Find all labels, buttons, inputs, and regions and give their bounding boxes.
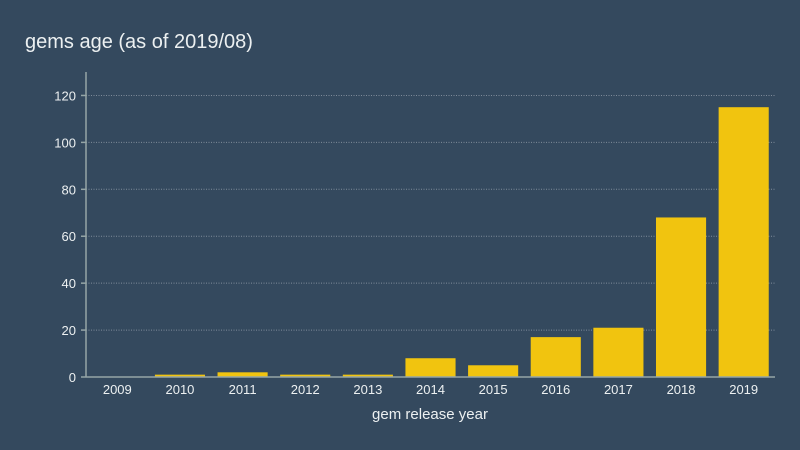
bar-2012 [280, 374, 331, 377]
bar-2011 [217, 372, 268, 377]
x-tick-label: 2014 [416, 382, 445, 397]
x-axis-label: gem release year [372, 406, 488, 423]
x-tick-labels: 2009 2010 2011 2012 2013 2014 2015 2016 2017 2018… [103, 382, 758, 397]
x-tick-label: 2011 [229, 382, 257, 397]
x-tick-label: 2016 [541, 382, 570, 397]
y-tick-label: 80 [62, 182, 76, 197]
y-tick-label: 0 [69, 370, 76, 385]
chart-title: gems age (as of 2019/08) [25, 31, 253, 53]
bar-2014 [405, 358, 456, 377]
x-tick-label: 2018 [667, 382, 696, 397]
x-tick-label: 2017 [604, 382, 633, 397]
bar-2017 [593, 327, 644, 377]
y-tick-label: 20 [62, 323, 76, 338]
y-tick-labels: 0 20 40 60 80 100 120 [54, 88, 86, 385]
x-tick-label: 2015 [479, 382, 508, 397]
y-tick-label: 40 [62, 276, 76, 291]
bar-2010 [154, 374, 206, 377]
bar-2016 [530, 337, 581, 377]
x-tick-label: 2012 [291, 382, 320, 397]
x-tick-label: 2013 [353, 382, 382, 397]
bars [154, 107, 769, 377]
bar-2015 [468, 365, 519, 377]
y-tick-label: 60 [62, 229, 76, 244]
x-tick-label: 2009 [103, 382, 132, 397]
bar-2013 [342, 374, 393, 377]
y-tick-label: 120 [54, 88, 76, 103]
x-tick-label: 2010 [165, 382, 194, 397]
x-tick-label: 2019 [729, 382, 758, 397]
bar-2018 [655, 217, 707, 377]
bar-2019 [718, 107, 769, 377]
y-tick-label: 100 [54, 135, 76, 150]
